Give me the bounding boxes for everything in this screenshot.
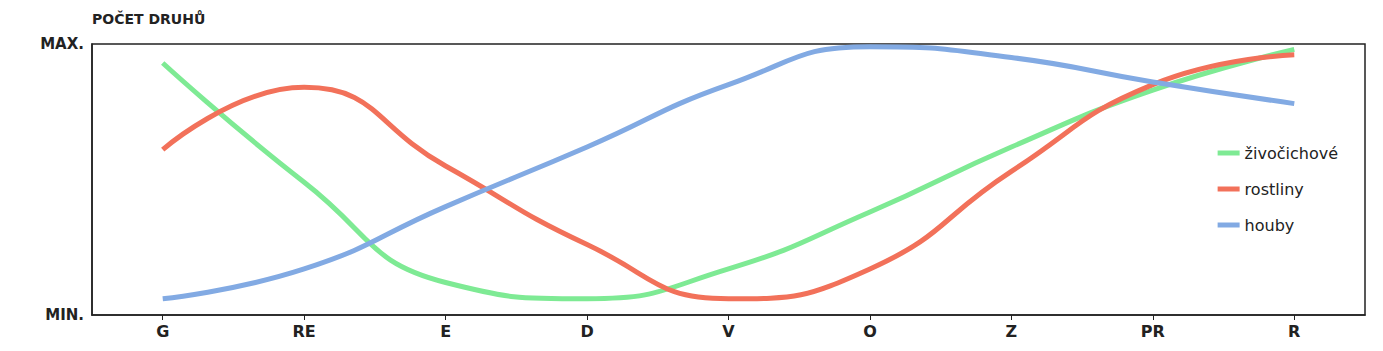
svg-text:rostliny: rostliny: [1245, 180, 1304, 199]
svg-text:houby: houby: [1245, 216, 1295, 235]
svg-text:V: V: [722, 322, 735, 341]
svg-text:RE: RE: [293, 322, 316, 341]
svg-text:R: R: [1288, 322, 1300, 341]
svg-text:PR: PR: [1141, 322, 1165, 341]
svg-text:POČET DRUHŮ: POČET DRUHŮ: [92, 10, 205, 27]
svg-text:živočichové: živočichové: [1245, 144, 1338, 163]
svg-text:Z: Z: [1006, 322, 1018, 341]
svg-text:E: E: [440, 322, 451, 341]
svg-text:MAX.: MAX.: [40, 35, 84, 53]
svg-text:O: O: [863, 322, 877, 341]
svg-text:G: G: [156, 322, 169, 341]
svg-text:MIN.: MIN.: [45, 306, 84, 324]
svg-text:D: D: [580, 322, 593, 341]
